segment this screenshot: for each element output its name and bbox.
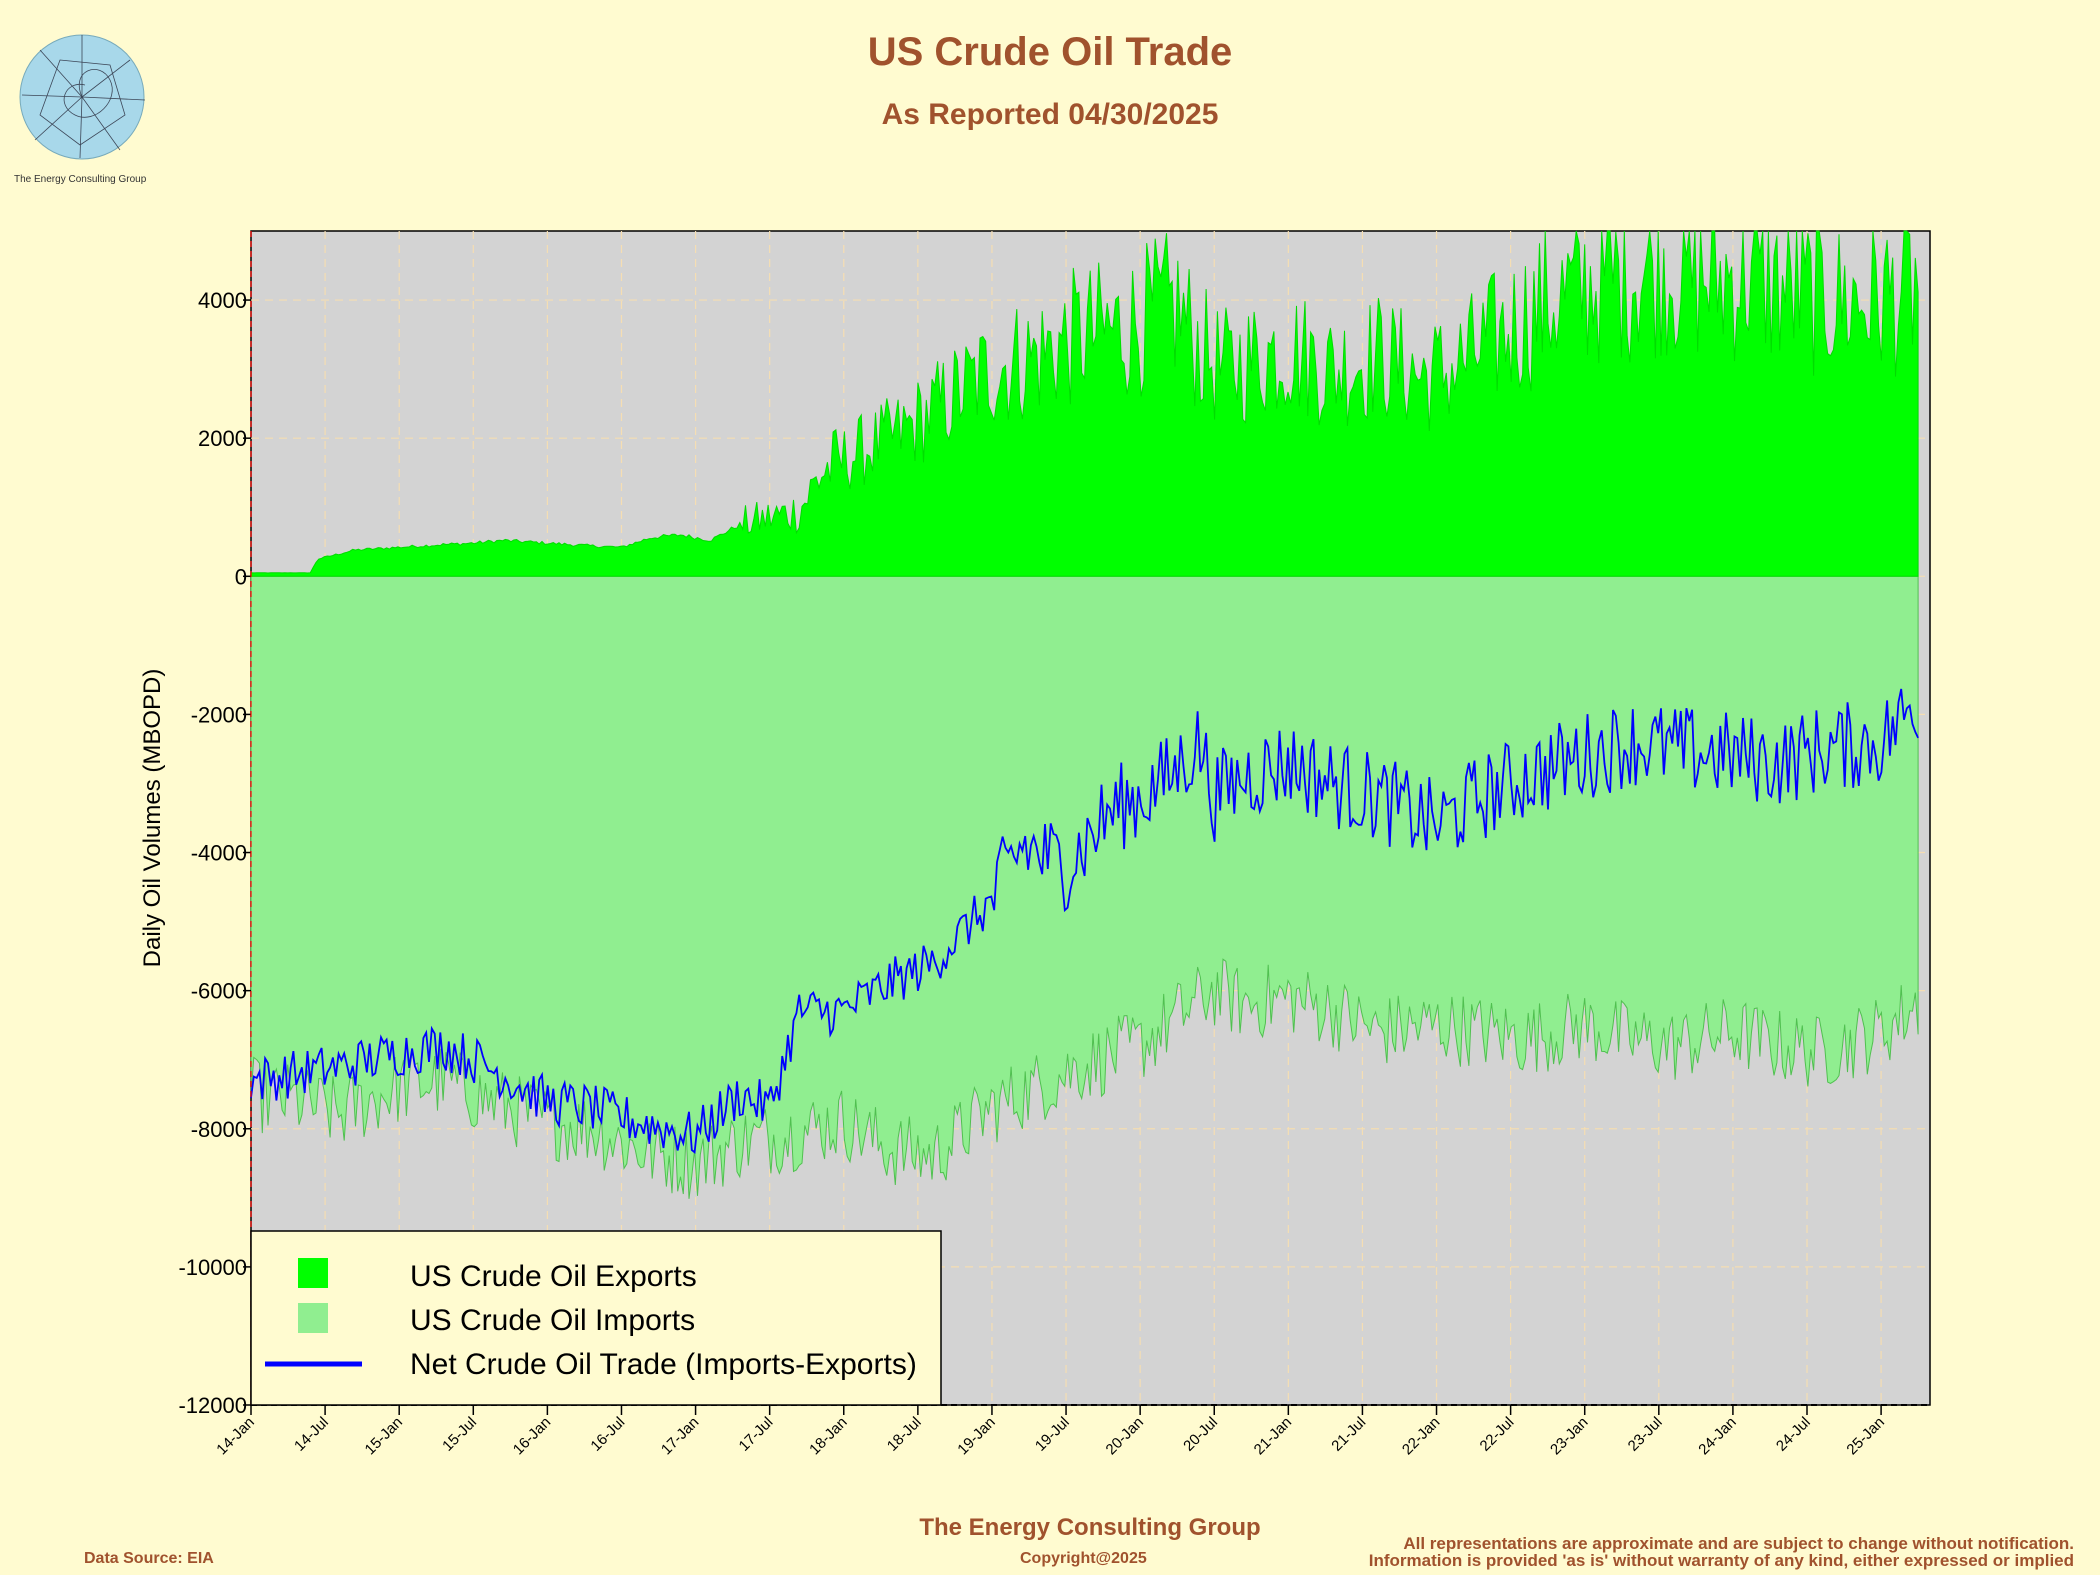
legend-swatch-imports — [298, 1303, 328, 1333]
footer-disclaimer-1: All representations are approximate and … — [1403, 1534, 2074, 1553]
x-tick-label: 18-Jul — [884, 1414, 925, 1455]
x-tick-label: 24-Jul — [1773, 1414, 1814, 1455]
x-tick-label: 17-Jan — [658, 1414, 702, 1458]
chart-title: US Crude Oil Trade — [867, 30, 1233, 74]
legend-label-net: Net Crude Oil Trade (Imports-Exports) — [410, 1348, 917, 1381]
x-tick-label: 20-Jan — [1103, 1414, 1147, 1458]
y-tick-label: 4000 — [198, 288, 247, 313]
legend-label-exports: US Crude Oil Exports — [410, 1260, 697, 1293]
y-tick-label: -8000 — [191, 1117, 247, 1142]
x-tick-label: 23-Jan — [1547, 1414, 1591, 1458]
x-tick-label: 19-Jan — [954, 1414, 998, 1458]
x-tick-label: 22-Jul — [1477, 1414, 1518, 1455]
legend-swatch-exports — [298, 1258, 328, 1288]
imports-area — [250, 575, 1919, 1199]
y-tick-label: -2000 — [191, 702, 247, 727]
footer-disclaimer-2: Information is provided 'as is' without … — [1368, 1551, 2074, 1570]
x-tick-label: 20-Jul — [1180, 1414, 1221, 1455]
x-tick-label: 21-Jan — [1251, 1414, 1295, 1458]
x-tick-label: 15-Jul — [439, 1414, 480, 1455]
net-trade-line — [250, 688, 1919, 1155]
x-tick-label: 16-Jul — [587, 1414, 628, 1455]
chart-subtitle: As Reported 04/30/2025 — [881, 98, 1219, 131]
data-areas — [250, 230, 1919, 1199]
x-tick-label: 15-Jan — [362, 1414, 406, 1458]
y-tick-label: -12000 — [178, 1393, 247, 1418]
x-tick-label: 19-Jul — [1032, 1414, 1073, 1455]
x-tick-label: 14-Jul — [291, 1414, 332, 1455]
logo-caption: The Energy Consulting Group — [14, 174, 147, 185]
footer-company: The Energy Consulting Group — [919, 1514, 1261, 1541]
x-tick-label: 23-Jul — [1625, 1414, 1666, 1455]
footer-copyright: Copyright@2025 — [1020, 1550, 1147, 1567]
y-tick-label: -10000 — [178, 1255, 247, 1280]
legend: US Crude Oil Exports US Crude Oil Import… — [250, 1230, 942, 1406]
y-tick-label: -4000 — [191, 841, 247, 866]
x-tick-label: 25-Jan — [1843, 1414, 1887, 1458]
y-tick-label: 2000 — [198, 426, 247, 451]
y-axis-label: Daily Oil Volumes (MBOPD) — [139, 669, 166, 968]
x-tick-label: 22-Jan — [1399, 1414, 1443, 1458]
x-tick-label: 24-Jan — [1695, 1414, 1739, 1458]
exports-area — [250, 230, 1919, 577]
company-logo — [19, 34, 146, 160]
x-tick-label: 16-Jan — [510, 1414, 554, 1458]
legend-label-imports: US Crude Oil Imports — [410, 1304, 695, 1337]
y-tick-label: -6000 — [191, 979, 247, 1004]
x-tick-label: 14-Jan — [213, 1414, 257, 1458]
x-tick-label: 17-Jul — [736, 1414, 777, 1455]
footer-data-source: Data Source: EIA — [84, 1550, 214, 1567]
y-tick-label: 0 — [235, 564, 247, 589]
x-tick-label: 18-Jan — [806, 1414, 850, 1458]
x-tick-label: 21-Jul — [1328, 1414, 1369, 1455]
